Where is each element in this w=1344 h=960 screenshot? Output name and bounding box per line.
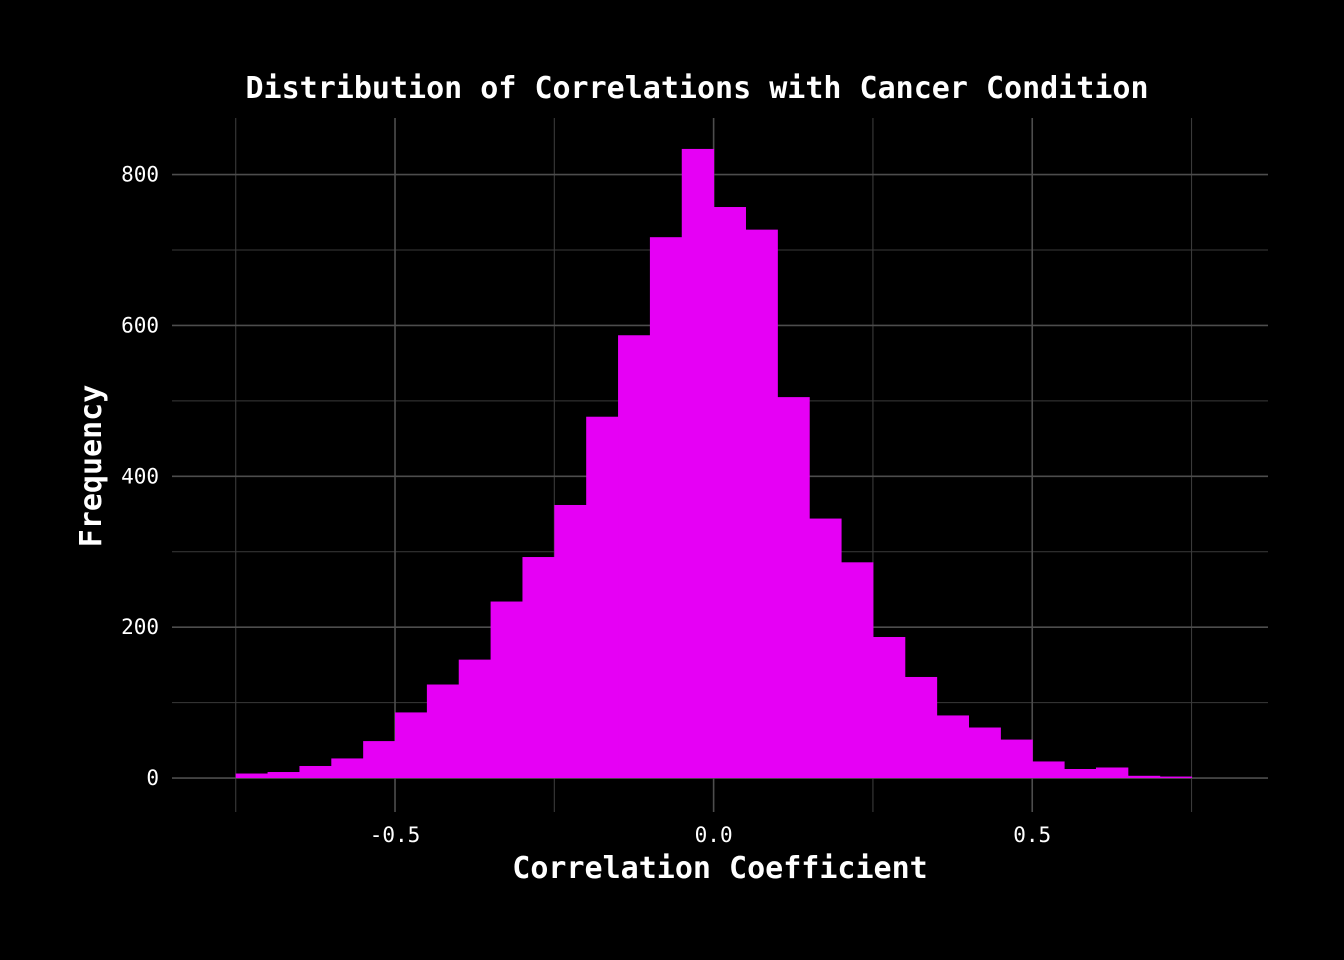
histogram-bar — [554, 504, 587, 779]
histogram-bar — [745, 229, 778, 779]
histogram-bar — [299, 765, 332, 779]
histogram-bars — [235, 148, 1193, 779]
histogram-bar — [872, 636, 906, 779]
histogram-bar — [1127, 775, 1161, 779]
x-axis-label: Correlation Coefficient — [512, 851, 927, 886]
histogram-bar — [586, 416, 619, 779]
histogram-bar — [809, 518, 842, 779]
x-tick-label: -0.5 — [370, 823, 421, 847]
histogram-bar — [968, 727, 1001, 779]
histogram-bar — [267, 772, 300, 779]
x-tick-labels: -0.5 0.0 0.5 — [370, 823, 1051, 847]
y-tick-label: 200 — [121, 615, 159, 639]
histogram-bar — [1064, 769, 1097, 779]
histogram-bar — [681, 148, 715, 779]
histogram-bar — [841, 562, 874, 779]
histogram-bar — [395, 712, 428, 779]
histogram-bar — [1095, 767, 1129, 779]
histogram-bar — [713, 207, 746, 779]
histogram-bar — [936, 715, 970, 779]
histogram-bar — [490, 601, 523, 779]
y-tick-label: 400 — [121, 464, 159, 488]
histogram-bar — [649, 237, 683, 779]
y-tick-label: 600 — [121, 313, 159, 337]
histogram-bar — [235, 773, 269, 779]
histogram-bar — [1000, 739, 1033, 779]
y-tick-labels: 0 200 400 600 800 — [121, 163, 159, 790]
histogram-bar — [904, 676, 938, 779]
histogram-bar — [426, 684, 460, 779]
x-tick-label: 0.5 — [1013, 823, 1051, 847]
histogram-bar — [522, 557, 555, 779]
y-tick-label: 0 — [146, 766, 159, 790]
histogram-bar — [363, 741, 396, 779]
y-tick-label: 800 — [121, 163, 159, 187]
y-axis-label: Frequency — [74, 385, 109, 548]
chart-title: Distribution of Correlations with Cancer… — [245, 71, 1148, 106]
histogram-bar — [777, 397, 810, 779]
histogram-bar — [331, 758, 364, 779]
histogram-bar — [1159, 776, 1193, 779]
histogram-bar — [1032, 761, 1065, 779]
histogram-bar — [458, 659, 492, 779]
histogram-bar — [618, 335, 651, 779]
x-tick-label: 0.0 — [695, 823, 733, 847]
